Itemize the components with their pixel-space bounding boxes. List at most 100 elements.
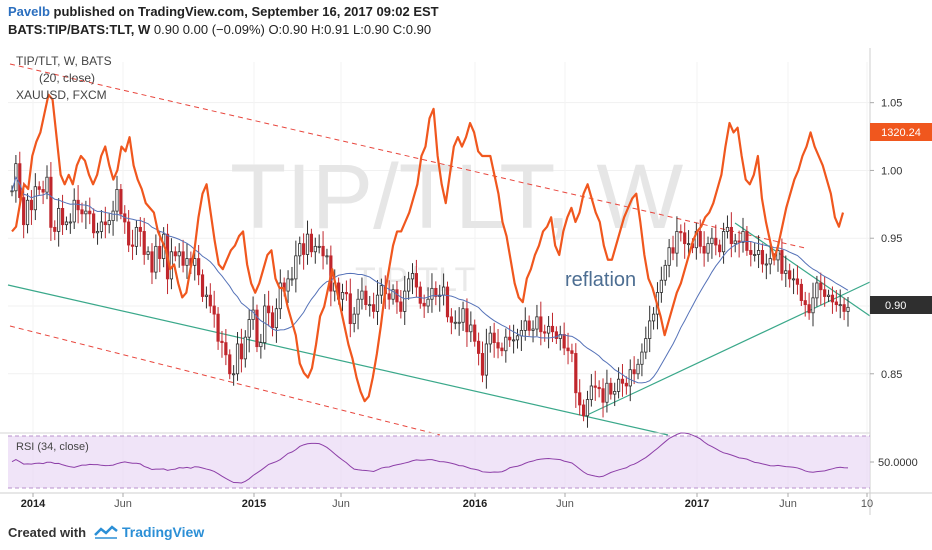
candle (142, 217, 146, 265)
candle (278, 269, 282, 320)
candle (613, 382, 617, 407)
candle-body (243, 336, 247, 360)
candle (799, 278, 803, 306)
candle (68, 213, 72, 234)
candle (605, 369, 609, 413)
rsi-label: RSI (34, close) (16, 441, 89, 453)
candle (686, 230, 691, 254)
candle (235, 332, 240, 381)
candle-body (224, 342, 228, 356)
y-tick-label: 1.00 (881, 165, 902, 177)
candle-body (826, 294, 831, 297)
candle (445, 281, 450, 323)
candle (138, 217, 142, 247)
legend-series2[interactable]: (20, close) (39, 71, 96, 85)
symbol-quote: 0.90 0.00 (−0.09%) O:0.90 H:0.91 L:0.90 … (153, 22, 432, 37)
candle-body (725, 226, 730, 232)
legend-series1[interactable]: TIP/TLT, W, BATS (16, 54, 112, 68)
candle-body (745, 231, 749, 251)
candle (543, 324, 547, 342)
x-tick-label: Jun (556, 498, 574, 510)
rsi-value-label: 50.0000 (878, 457, 918, 469)
candle (488, 326, 492, 353)
candle-body (142, 231, 146, 255)
candle-body (721, 231, 726, 253)
candle (838, 289, 842, 319)
candle-body (648, 320, 652, 339)
candle-body (41, 189, 45, 193)
x-tick-label: 2016 (463, 498, 487, 510)
rsi-line (11, 432, 849, 484)
candle (659, 266, 663, 303)
candle (387, 280, 391, 310)
candle-body (177, 251, 181, 257)
candle (375, 279, 380, 325)
candle (317, 234, 321, 254)
gold-line (11, 93, 845, 403)
candle (18, 151, 22, 205)
candle-body (718, 244, 722, 253)
candle-body (134, 226, 139, 247)
candle-body (37, 186, 41, 190)
candle-body (10, 190, 14, 193)
candle-body (550, 325, 555, 333)
candle-body (302, 243, 306, 255)
candle-body (753, 254, 757, 256)
symbol-name: BATS:TIP/BATS:TLT, W (8, 22, 151, 37)
legend-series3[interactable]: XAUUSD, FXCM (16, 88, 107, 102)
price-label-bg (870, 296, 932, 314)
rsi-band (8, 436, 870, 488)
candle-body (838, 304, 842, 307)
candle (593, 370, 597, 401)
candle (648, 305, 652, 353)
candle-body (395, 289, 399, 303)
candle-body (768, 258, 772, 265)
candle-body (348, 293, 352, 325)
channel-upper-line (9, 63, 806, 249)
candle-body (609, 382, 613, 395)
candle-body (356, 298, 360, 315)
candle (624, 376, 628, 395)
chart-canvas[interactable]: TIP/TLT, W TIP/TLT reflation 1.051.000.9… (0, 48, 932, 515)
candle (791, 268, 796, 295)
time-axis[interactable]: 2014 Jun 2015 Jun 2016 Jun 2017 Jun 10 (0, 492, 932, 510)
candle-body (733, 240, 737, 245)
candle (815, 275, 819, 307)
candle (683, 222, 687, 259)
candle-body (45, 176, 49, 193)
candle-body (780, 250, 784, 274)
candle-body (508, 336, 512, 341)
candle-body (764, 263, 768, 266)
candle-body (29, 199, 34, 211)
tradingview-brand[interactable]: TradingView (122, 524, 205, 540)
channel-lower-line (9, 325, 441, 436)
candle-body (321, 245, 325, 257)
candle (504, 328, 508, 363)
candle (449, 308, 453, 335)
candle-body (309, 233, 314, 253)
candle-body (675, 231, 679, 254)
candle (243, 330, 247, 368)
candle-body (368, 304, 372, 307)
y-tick-label: 0.85 (881, 369, 902, 381)
candle-body (535, 316, 539, 330)
candle-body (465, 308, 469, 333)
candle-body (807, 304, 811, 314)
annotation-reflation: reflation (565, 269, 636, 291)
candle (150, 243, 154, 285)
candle (399, 290, 403, 319)
symbol-line: BATS:TIP/BATS:TLT, W 0.90 0.00 (−0.09%) … (8, 22, 431, 37)
candle (554, 326, 558, 344)
candle (298, 236, 302, 265)
author-link[interactable]: Pavelb (8, 4, 50, 19)
footer: Created with TradingView (0, 515, 932, 550)
candle-body (597, 386, 601, 390)
candle-body (270, 312, 275, 329)
candle (360, 277, 364, 310)
candle-body (317, 245, 321, 248)
candle-body (239, 343, 244, 360)
candle-body (659, 279, 663, 293)
candle (107, 213, 111, 234)
candle-body (68, 221, 72, 224)
candle (741, 217, 745, 253)
